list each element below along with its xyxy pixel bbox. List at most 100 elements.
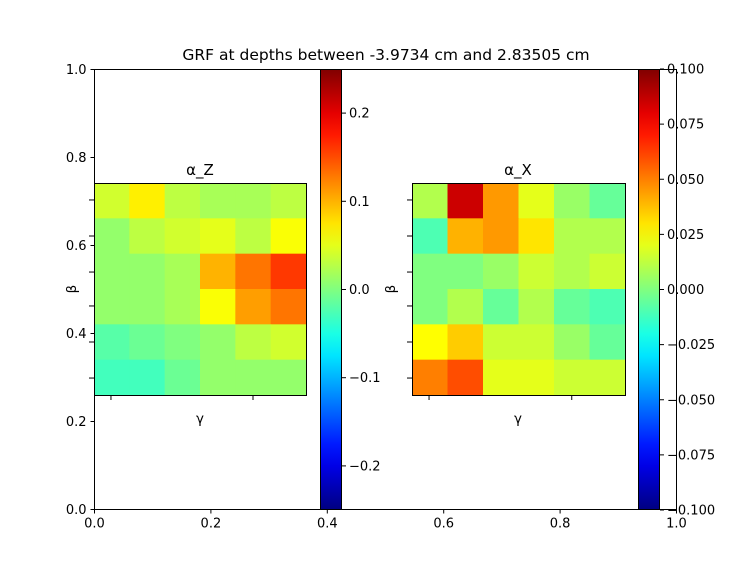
heatmap-cell [554, 253, 591, 290]
outer-x-ticks: 0.0 0.2 0.4 0.6 0.8 1.0 [84, 509, 687, 532]
panel-alpha-z: α_Z γ β [64, 161, 307, 427]
colorbar-tick-label: −0.1 [349, 371, 381, 386]
colorbar-tick-label: 0.050 [667, 173, 704, 188]
heatmap-cell [412, 218, 449, 255]
heatmap-cell [164, 253, 201, 290]
outer-y-tick-label: 0.0 [66, 503, 87, 518]
colorbar-tick-label: 0.0 [349, 283, 370, 298]
colorbar-tick-label: −0.100 [667, 504, 715, 519]
heatmap-cell [270, 218, 307, 255]
outer-y-tick-label: 0.4 [66, 327, 87, 342]
heatmap-ticks-alpha-x [407, 199, 573, 400]
outer-x-tick-label: 0.0 [84, 517, 105, 532]
colorbar-frame-alpha-z [320, 69, 342, 510]
outer-y-tick-label: 0.2 [66, 415, 87, 430]
heatmap-cell [447, 253, 484, 290]
panel-xlabel-alpha-x: γ [514, 411, 522, 427]
heatmap-cell [447, 218, 484, 255]
heatmap-cell [200, 253, 236, 290]
heatmap-cell [518, 289, 555, 325]
colorbar-alpha-z: −0.2 −0.1 0.0 0.1 0.2 [320, 69, 381, 510]
outer-y-tick-label: 1.0 [66, 63, 87, 78]
heatmap-cell [554, 359, 591, 396]
colorbar-alpha-x: −0.100 −0.075 −0.050 −0.025 0.000 0.025 0.050 0… [638, 63, 715, 519]
heatmap-cell [554, 324, 591, 361]
heatmap-cell [554, 218, 591, 255]
heatmap-cell [270, 289, 307, 325]
chart-title: GRF at depths between -3.9734 cm and 2.8… [182, 46, 589, 64]
heatmap-cell [412, 324, 449, 361]
outer-x-tick-label: 0.2 [201, 517, 222, 532]
colorbar-tick-label: 0.000 [667, 283, 704, 298]
heatmap-cell [447, 324, 484, 361]
panel-ylabel-alpha-z: β [64, 285, 80, 294]
panel-xlabel-alpha-z: γ [196, 411, 204, 427]
panel-ylabel-alpha-x: β [383, 285, 399, 294]
heatmap-cell [200, 218, 236, 255]
heatmap-cell [94, 253, 130, 290]
colorbar-tick-label: −0.075 [667, 448, 715, 463]
heatmap-cell [483, 183, 520, 219]
heatmap-cell [129, 324, 166, 361]
heatmap-cell [412, 253, 449, 290]
heatmap-cell [164, 218, 201, 255]
heatmap-cell [164, 289, 201, 325]
heatmap-cell [589, 359, 626, 396]
heatmap-cell [129, 218, 166, 255]
colorbar-ticks-alpha-x: −0.100 −0.075 −0.050 −0.025 0.000 0.025 0.050 0… [660, 63, 715, 519]
heatmap-cell [129, 359, 166, 396]
heatmap-cell [589, 289, 626, 325]
heatmap-cell [589, 253, 626, 290]
outer-x-tick-label: 0.6 [433, 517, 454, 532]
outer-x-tick-label: 0.8 [550, 517, 571, 532]
outer-x-tick-label: 1.0 [666, 517, 687, 532]
colorbar-tick-label: 0.025 [667, 228, 704, 243]
heatmap-cell [94, 183, 130, 219]
heatmap-cell [270, 183, 307, 219]
heatmap-cell [270, 253, 307, 290]
heatmap-cell [235, 324, 272, 361]
colorbar-tick-label: −0.2 [349, 459, 381, 474]
heatmap-cell [94, 289, 130, 325]
heatmap-cell [589, 183, 626, 219]
heatmap-cell [518, 359, 555, 396]
heatmap-cell [412, 359, 449, 396]
colorbar-gradient-alpha-x [638, 69, 660, 510]
heatmap-frame-alpha-z [94, 183, 307, 396]
heatmap-cell [447, 183, 484, 219]
heatmap-cell [270, 324, 307, 361]
heatmap-cell [270, 359, 307, 396]
panel-alpha-x: α_X γ β [383, 161, 626, 427]
heatmap-cell [518, 218, 555, 255]
heatmap-cell [94, 218, 130, 255]
heatmap-cell [518, 324, 555, 361]
colorbar-ticks-alpha-z: −0.2 −0.1 0.0 0.1 0.2 [342, 107, 381, 474]
heatmap-cell [200, 324, 236, 361]
heatmap-cell [554, 183, 591, 219]
heatmap-cell [94, 324, 130, 361]
heatmap-frame-alpha-x [412, 183, 626, 396]
heatmap-cell [483, 218, 520, 255]
heatmap-cell [129, 289, 166, 325]
colorbar-frame-alpha-x [638, 69, 660, 510]
heatmap-cell [235, 359, 272, 396]
heatmap-cell [164, 183, 201, 219]
heatmap-cell [518, 183, 555, 219]
heatmap-cell [94, 359, 130, 396]
heatmap-cells-alpha-x [412, 183, 626, 396]
heatmap-cell [483, 253, 520, 290]
heatmap-cell [235, 218, 272, 255]
heatmap-cell [129, 253, 166, 290]
colorbar-tick-label: −0.025 [667, 338, 715, 353]
heatmap-cell [164, 359, 201, 396]
outer-x-tick-label: 0.4 [317, 517, 338, 532]
heatmap-cell [200, 183, 236, 219]
colorbar-tick-label: 0.075 [667, 118, 704, 133]
heatmap-ticks-alpha-z [89, 199, 254, 400]
colorbar-tick-label: −0.050 [667, 393, 715, 408]
heatmap-cell [200, 289, 236, 325]
heatmap-cell [483, 324, 520, 361]
outer-y-tick-label: 0.6 [66, 239, 87, 254]
heatmap-cell [518, 253, 555, 290]
